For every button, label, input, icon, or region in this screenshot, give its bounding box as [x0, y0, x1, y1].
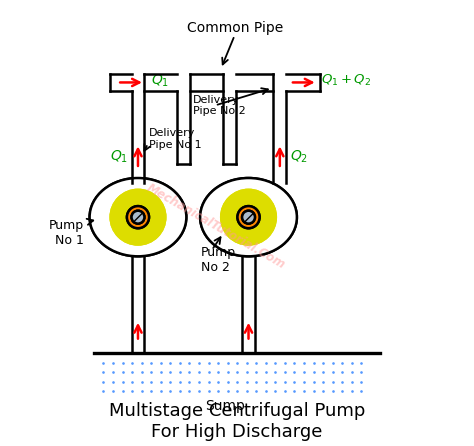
Bar: [177, 91, 189, 164]
Bar: [242, 252, 255, 353]
Circle shape: [242, 211, 255, 223]
Text: $Q_1$: $Q_1$: [109, 149, 128, 165]
Circle shape: [220, 189, 277, 246]
Text: Common Pipe: Common Pipe: [187, 21, 283, 35]
Text: $Q_1+Q_2$: $Q_1+Q_2$: [321, 73, 371, 88]
Circle shape: [242, 211, 255, 223]
Circle shape: [127, 206, 149, 228]
Bar: [132, 91, 144, 182]
Text: Pump
No 1: Pump No 1: [49, 219, 84, 247]
Circle shape: [237, 206, 260, 228]
Bar: [111, 75, 319, 90]
Circle shape: [127, 206, 149, 228]
Bar: [223, 91, 235, 164]
Text: Sump: Sump: [206, 399, 246, 413]
Text: $Q_1$: $Q_1$: [151, 72, 169, 89]
Text: Multistage Centrifugal Pump
For High Discharge: Multistage Centrifugal Pump For High Dis…: [109, 402, 365, 441]
Ellipse shape: [200, 178, 297, 256]
Bar: [131, 252, 145, 353]
Text: MechanicalTutorial.Com: MechanicalTutorial.Com: [145, 181, 288, 272]
Text: $Q_2$: $Q_2$: [290, 149, 308, 165]
Ellipse shape: [200, 178, 297, 256]
Circle shape: [131, 211, 145, 223]
Text: Delivery
Pipe No 2: Delivery Pipe No 2: [193, 95, 246, 116]
Circle shape: [220, 189, 277, 246]
Circle shape: [237, 206, 260, 228]
Ellipse shape: [90, 178, 186, 256]
Circle shape: [109, 189, 166, 246]
Circle shape: [131, 211, 145, 223]
Text: Pump
No 2: Pump No 2: [201, 246, 236, 273]
Text: Delivery
Pipe No 1: Delivery Pipe No 1: [149, 128, 201, 150]
Ellipse shape: [90, 178, 186, 256]
Circle shape: [109, 189, 166, 246]
Bar: [274, 91, 286, 182]
